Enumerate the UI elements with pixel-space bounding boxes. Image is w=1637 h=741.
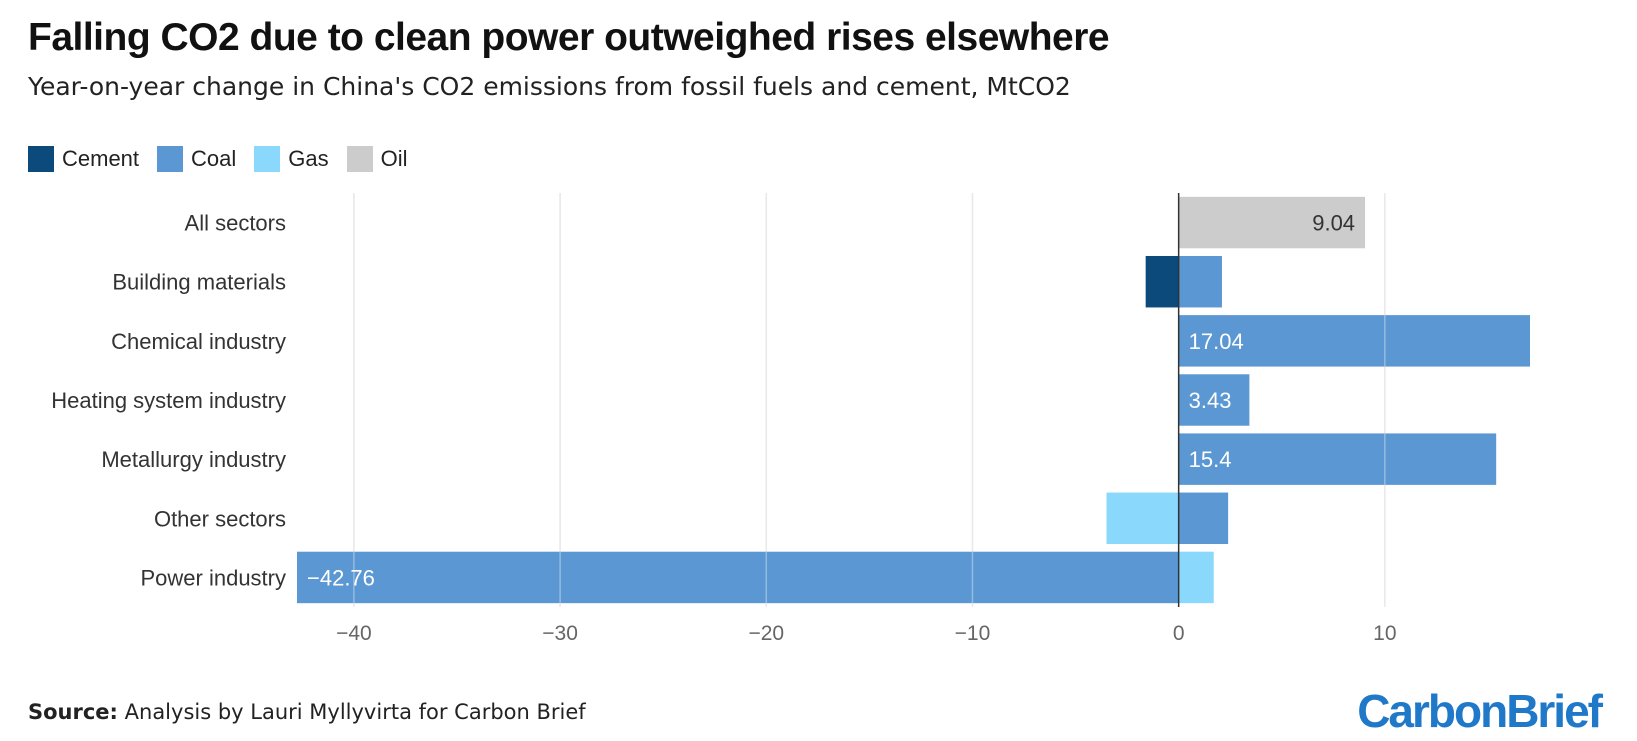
category-label-building-materials: Building materials [112, 270, 286, 295]
source-note: Source: Analysis by Lauri Myllyvirta for… [28, 700, 586, 724]
legend-label-cement: Cement [62, 146, 140, 171]
category-label-other-sectors: Other sectors [154, 506, 286, 531]
legend-swatch-cement [28, 146, 54, 172]
bar-metallurgy-industry-coal [1178, 433, 1497, 485]
bar-power-industry-gas [1178, 551, 1214, 604]
x-tick-label: 10 [1373, 622, 1396, 645]
source-text: Analysis by Lauri Myllyvirta for Carbon … [124, 700, 586, 724]
data-label: 15.4 [1189, 447, 1232, 472]
data-label: 17.04 [1189, 329, 1244, 354]
x-tick-label: 0 [1173, 622, 1185, 645]
chart-title: Falling CO2 due to clean power outweighe… [28, 16, 1110, 59]
category-label-power-industry: Power industry [140, 565, 286, 590]
bar-other-sectors-coal [1178, 492, 1229, 545]
legend-item-oil: Oil [346, 146, 408, 172]
bar-heating-system-industry-coal [1178, 374, 1250, 426]
x-tick-label: −30 [542, 622, 578, 645]
legend-label-oil: Oil [380, 146, 408, 171]
legend-label-gas: Gas [288, 146, 329, 171]
chart-subtitle: Year-on-year change in China's CO2 emiss… [28, 72, 1071, 101]
legend-item-cement: Cement [28, 146, 139, 172]
x-tick-label: −40 [336, 622, 372, 645]
legend-swatch-oil [346, 146, 373, 172]
legend-item-coal: Coal [157, 146, 236, 172]
category-label-metallurgy-industry: Metallurgy industry [101, 447, 286, 472]
bar-all-sectors-oil [1178, 196, 1366, 249]
bar-power-industry-coal [297, 551, 1179, 604]
bar-chart: −40 −30 −20 −10 0 10 All sectors Building mater… [51, 193, 1530, 645]
category-label-all-sectors: All sectors [185, 211, 286, 236]
legend: Cement Coal Gas Oil [28, 146, 408, 172]
x-tick-label: −10 [955, 622, 991, 645]
source-label: Source: [28, 700, 118, 724]
x-tick-label: −20 [748, 622, 784, 645]
legend-label-coal: Coal [191, 146, 237, 171]
bar-building-materials-cement [1145, 255, 1179, 308]
legend-swatch-coal [157, 146, 184, 172]
data-label: −42.76 [307, 565, 375, 590]
legend-swatch-gas [254, 146, 281, 172]
bar-chemical-industry-coal [1178, 315, 1530, 367]
bar-building-materials-coal [1178, 255, 1222, 308]
legend-item-gas: Gas [254, 146, 329, 172]
data-label: 3.43 [1189, 388, 1232, 413]
category-label-chemical-industry: Chemical industry [111, 329, 286, 354]
bar-other-sectors-gas [1106, 492, 1179, 545]
carbon-brief-logo: CarbonBrief [1357, 685, 1603, 737]
data-label: 9.04 [1312, 211, 1355, 236]
category-label-heating-system-industry: Heating system industry [51, 388, 286, 413]
